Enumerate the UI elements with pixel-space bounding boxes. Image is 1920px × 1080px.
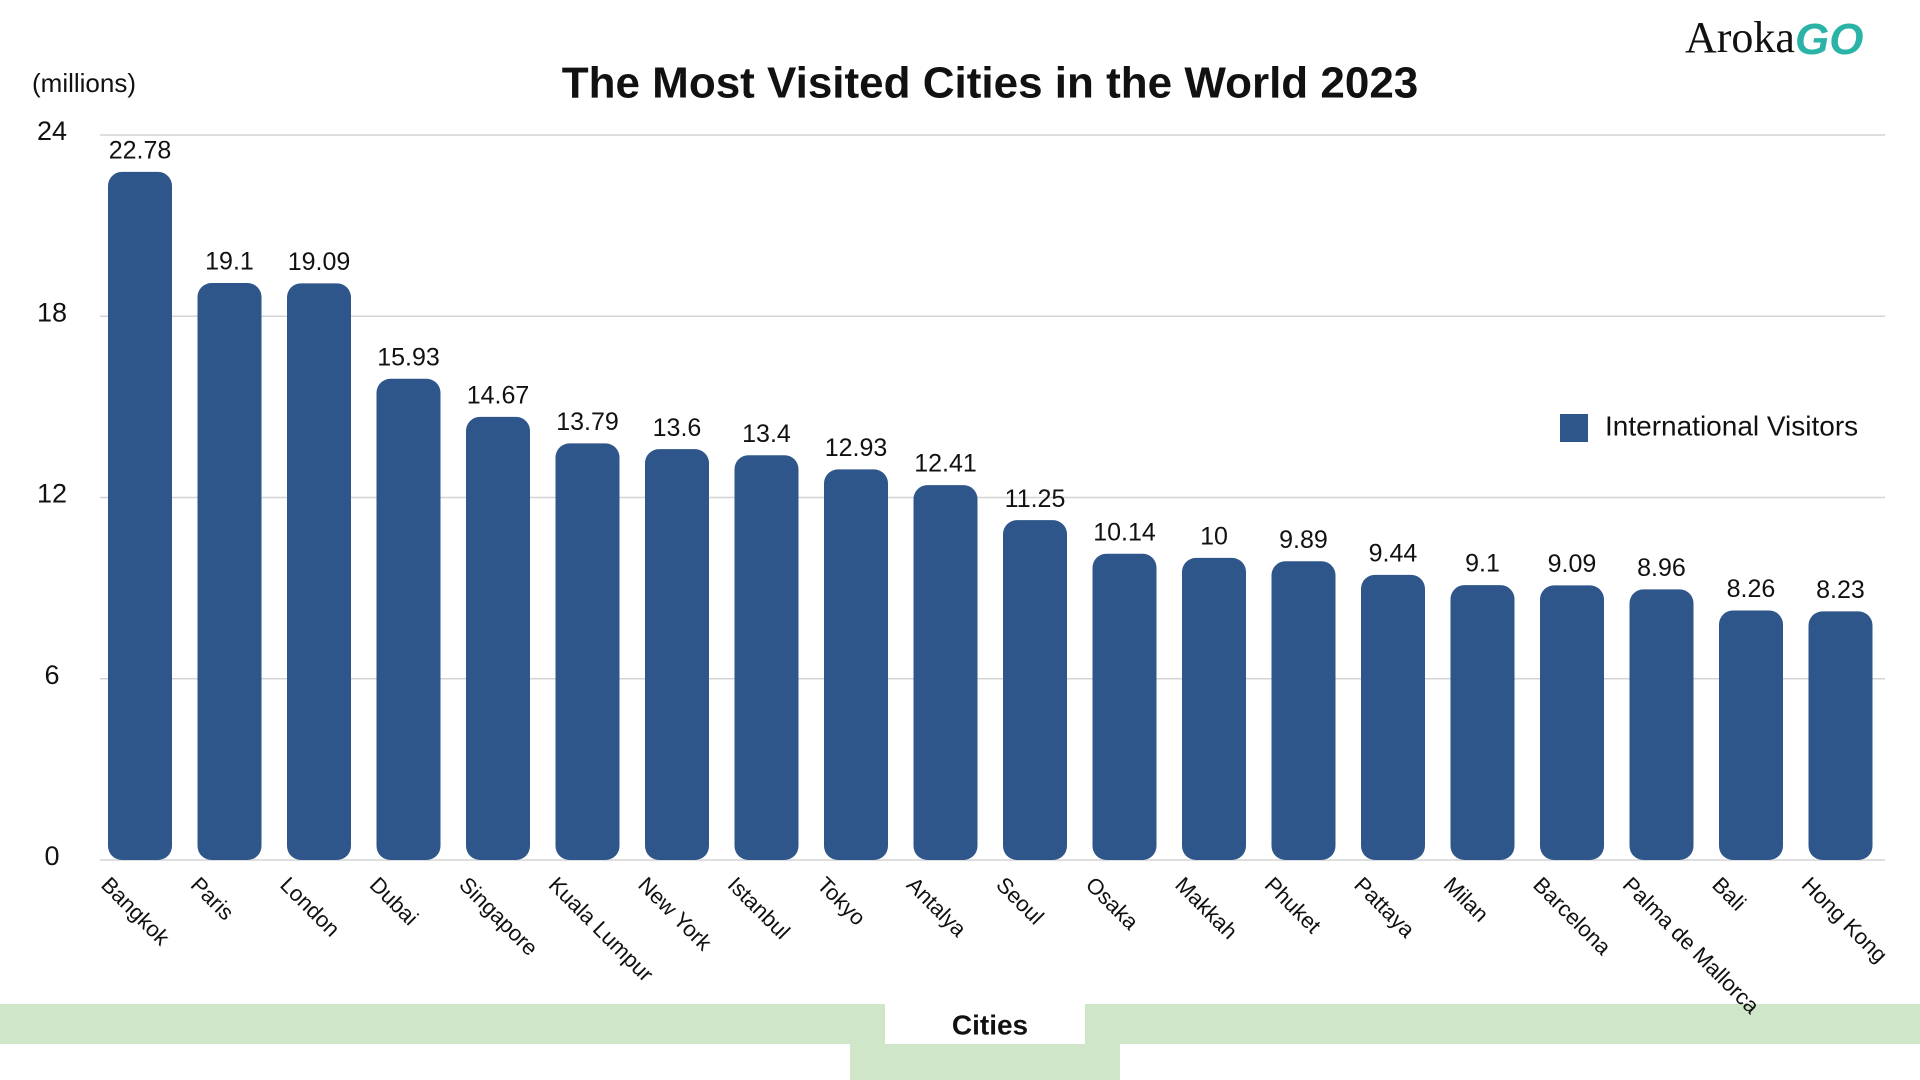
y-tick-label: 6 — [44, 660, 59, 690]
bar — [197, 283, 262, 860]
x-tick-label: Singapore — [454, 872, 543, 961]
x-tick-label: Paris — [186, 872, 239, 925]
bar — [1450, 585, 1515, 860]
bar — [287, 283, 351, 861]
x-tick-label: Barcelona — [1528, 872, 1616, 960]
value-label: 13.4 — [742, 420, 791, 448]
x-axis-label: Cities — [952, 1009, 1028, 1040]
value-label: 8.23 — [1816, 576, 1865, 604]
x-tick-label: Makkah — [1170, 872, 1242, 944]
value-label: 8.26 — [1727, 575, 1776, 603]
bar — [824, 469, 888, 860]
value-label: 9.44 — [1369, 539, 1418, 567]
value-label: 15.93 — [377, 343, 440, 371]
logo-text: Aroka — [1685, 13, 1795, 62]
bar — [1808, 611, 1873, 860]
x-tick-label: London — [275, 872, 345, 942]
value-label: 14.67 — [467, 381, 530, 409]
x-tick-label: Tokyo — [812, 872, 870, 930]
bar — [1629, 589, 1694, 860]
bar — [1182, 557, 1246, 860]
bar — [1361, 574, 1425, 860]
x-tick-label: Pattaya — [1349, 872, 1420, 943]
bar — [1003, 520, 1067, 860]
value-label: 22.78 — [109, 136, 172, 164]
value-label: 13.79 — [556, 408, 619, 436]
legend-label: International Visitors — [1605, 410, 1858, 441]
y-tick-label: 12 — [37, 479, 67, 509]
bar — [466, 416, 530, 860]
bar — [1092, 553, 1157, 860]
bar — [1540, 585, 1604, 860]
x-tick-label: Phuket — [1260, 872, 1326, 938]
bar — [108, 171, 172, 860]
bar — [1719, 610, 1783, 860]
legend-swatch — [1560, 414, 1588, 442]
bar — [913, 485, 978, 860]
x-tick-label: Osaka — [1081, 872, 1144, 935]
ground-base — [850, 1044, 1120, 1080]
y-tick-label: 24 — [37, 116, 67, 146]
x-label-box — [885, 1000, 1085, 1044]
value-label: 19.09 — [288, 248, 351, 276]
x-tick-label: Bangkok — [96, 872, 175, 951]
x-tick-label: Bali — [1707, 872, 1751, 916]
bar — [376, 378, 441, 860]
value-label: 12.41 — [914, 450, 977, 478]
x-tick-label: Milan — [1439, 872, 1494, 927]
y-tick-label: 18 — [37, 297, 67, 327]
x-tick-label: Dubai — [365, 872, 423, 930]
bar — [1271, 561, 1336, 860]
bar — [555, 443, 620, 860]
x-tick-label: New York — [633, 872, 717, 956]
value-label: 10.14 — [1093, 518, 1156, 546]
value-label: 13.6 — [653, 414, 702, 442]
logo-accent: GO — [1795, 15, 1863, 64]
value-label: 12.93 — [825, 434, 888, 462]
value-label: 8.96 — [1637, 554, 1686, 582]
y-axis-label: (millions) — [32, 68, 136, 98]
x-tick-label: Hong Kong — [1797, 872, 1893, 968]
y-tick-label: 0 — [44, 841, 59, 871]
value-label: 19.1 — [205, 248, 254, 276]
value-label: 11.25 — [1005, 485, 1066, 513]
x-tick-label: Antalya — [902, 872, 972, 942]
logo: ArokaGO — [1685, 13, 1863, 64]
chart-title: The Most Visited Cities in the World 202… — [562, 59, 1419, 108]
value-label: 9.09 — [1548, 550, 1597, 578]
value-label: 10 — [1200, 523, 1228, 551]
value-label: 9.89 — [1279, 526, 1328, 554]
bar — [645, 449, 709, 860]
x-tick-label: Seoul — [991, 872, 1048, 929]
x-tick-label: Istanbul — [723, 872, 795, 944]
bar — [734, 455, 799, 860]
value-label: 9.1 — [1465, 550, 1500, 578]
